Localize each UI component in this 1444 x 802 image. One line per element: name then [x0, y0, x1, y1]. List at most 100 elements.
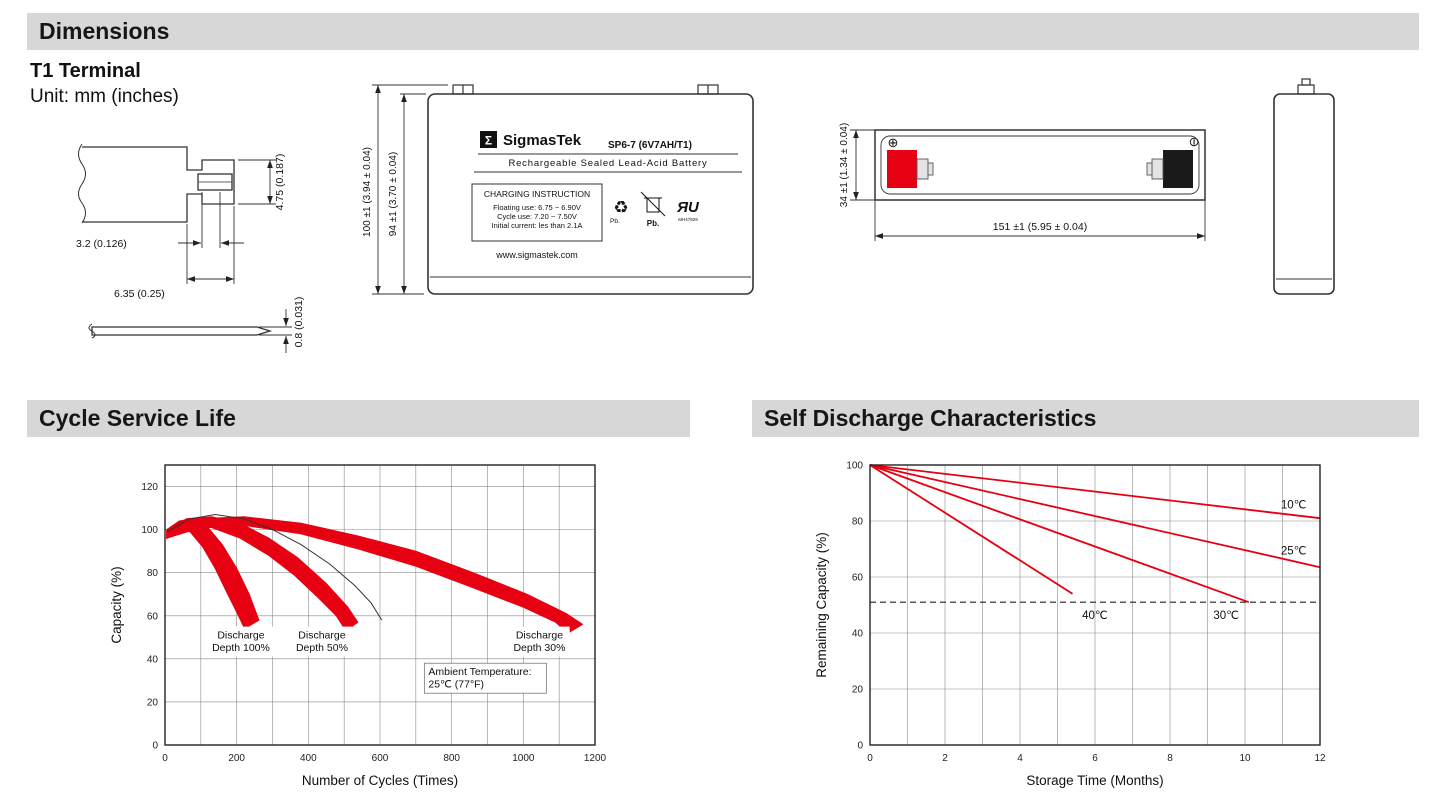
- dim-total-height: 100 ±1 (3.94 ± 0.04): [362, 147, 373, 237]
- y-tick-label: 0: [152, 741, 158, 752]
- positive-terminal: [887, 150, 917, 188]
- minus-symbol: ⊖: [1187, 137, 1202, 148]
- dim-case-height: 94 ±1 (3.70 ± 0.04): [388, 152, 399, 236]
- plus-symbol: ⊕: [888, 135, 899, 150]
- terminal-dimension-lines: [178, 159, 292, 353]
- series-label: 40℃: [1082, 610, 1108, 622]
- dim-terminal-thickness: 0.8 (0.031): [293, 297, 305, 348]
- dim-terminal-outer-width: 6.35 (0.25): [114, 288, 165, 300]
- y-tick-label: 60: [852, 573, 864, 584]
- annotation-text: Discharge: [516, 630, 563, 642]
- website-label: www.sigmastek.com: [495, 250, 578, 260]
- x-tick-label: 12: [1314, 753, 1326, 764]
- plot-border: [869, 464, 1321, 746]
- annotation-box: [509, 626, 570, 657]
- x-tick-label: 10: [1239, 753, 1251, 764]
- x-tick-label: 600: [372, 753, 389, 764]
- y-tick-label: 40: [147, 654, 159, 665]
- series-label: 25℃: [1281, 546, 1307, 558]
- y-tick-label: 20: [147, 697, 159, 708]
- charging-line-1: Floating use: 6.75 ~ 6.90V: [493, 203, 581, 212]
- ul-code: MH47929: [678, 217, 698, 222]
- y-axis-label: Capacity (%): [109, 566, 124, 643]
- model-label: SP6-7 (6V7AH/T1): [608, 140, 692, 151]
- series-line-25℃: [869, 464, 1321, 569]
- x-tick-label: 800: [443, 753, 460, 764]
- dimensions-title: Dimensions: [39, 18, 170, 44]
- x-tick-label: 4: [1017, 753, 1023, 764]
- t1-terminal-drawing: 4.75 (0.187) 3.2 (0.126) 6.35 (0.25) 0.8…: [76, 143, 305, 353]
- annotation-box: [291, 626, 353, 657]
- annotation-box: [207, 626, 274, 657]
- x-tick-label: 0: [867, 753, 873, 764]
- series-label: 10℃: [1281, 499, 1307, 511]
- y-tick-label: 100: [141, 525, 158, 536]
- x-tick-label: 1200: [584, 753, 607, 764]
- blade-side-view: [88, 323, 273, 339]
- annotation-text: Discharge: [217, 630, 264, 642]
- front-terminals: [452, 84, 719, 95]
- y-axis-label: Remaining Capacity (%): [814, 532, 829, 678]
- discharge-section-title: Self Discharge Characteristics: [764, 405, 1097, 431]
- series-label: 30℃: [1213, 610, 1239, 622]
- cycle-section-header: Cycle Service Life: [27, 400, 690, 437]
- annotation-text: Discharge: [298, 630, 345, 642]
- x-tick-label: 400: [300, 753, 317, 764]
- crossed-bin-icon: [640, 191, 666, 217]
- top-view-inner-outline: [880, 135, 1200, 195]
- brand-logo-sigma: Σ: [485, 134, 492, 148]
- y-tick-label: 60: [147, 611, 159, 622]
- recycle-pb-label: Pb.: [610, 218, 620, 225]
- dim-top-length: 151 ±1 (5.95 ± 0.04): [993, 221, 1087, 233]
- annotation-box: [423, 662, 547, 694]
- front-dimension-lines: [372, 84, 448, 295]
- plot-border: [164, 464, 596, 746]
- series-line-30℃: [869, 464, 1250, 604]
- charging-line-3: Initial current: les than 2.1A: [492, 221, 583, 230]
- side-terminal: [1297, 78, 1315, 95]
- x-tick-label: 1000: [512, 753, 535, 764]
- self-discharge-chart: 10℃ 25℃ 30℃ 40℃ 0 2 4 6 8 10 12 0 20 40 60 80 100 Storage…: [814, 461, 1326, 789]
- recycle-icon: ♻: [613, 198, 628, 217]
- dim-terminal-height: 4.75 (0.187): [274, 154, 286, 211]
- x-tick-label: 200: [228, 753, 245, 764]
- x-axis-label: Number of Cycles (Times): [302, 773, 458, 788]
- annotation-text: Depth 30%: [513, 642, 565, 654]
- y-tick-label: 80: [147, 568, 159, 579]
- y-tick-label: 100: [846, 461, 863, 472]
- battery-subtitle: Rechargeable Sealed Lead-Acid Battery: [508, 158, 707, 169]
- cycle-section-title: Cycle Service Life: [39, 405, 236, 431]
- y-tick-label: 80: [852, 517, 864, 528]
- y-tick-label: 20: [852, 685, 864, 696]
- x-axis-label: Storage Time (Months): [1026, 773, 1163, 788]
- annotation-text: Ambient Temperature:: [428, 666, 531, 678]
- annotation-text: Depth 50%: [296, 642, 348, 654]
- x-tick-label: 0: [162, 753, 168, 764]
- x-tick-label: 8: [1167, 753, 1173, 764]
- negative-terminal-tab: [1146, 158, 1164, 180]
- x-tick-label: 2: [942, 753, 948, 764]
- annotation-text: Depth 100%: [212, 642, 270, 654]
- battery-side-view: [1273, 78, 1335, 295]
- unit-label: Unit: mm (inches): [30, 86, 179, 107]
- side-view-outline: [1273, 93, 1335, 295]
- dim-terminal-inner-width: 3.2 (0.126): [76, 238, 127, 250]
- charging-line-2: Cycle use: 7.20 ~ 7.50V: [497, 212, 577, 221]
- negative-terminal: [1163, 150, 1193, 188]
- battery-top-view: ⊕ ⊖ 34 ±1 (1.34 ± 0.04) 151 ±1 (5.95 ± 0…: [839, 123, 1206, 241]
- dimensions-section-header: Dimensions: [27, 13, 1419, 50]
- x-tick-label: 6: [1092, 753, 1098, 764]
- brand-name: SigmasTek: [503, 132, 582, 149]
- battery-front-view: Σ SigmasTek SP6-7 (6V7AH/T1) Rechargeabl…: [362, 84, 754, 295]
- discharge-section-header: Self Discharge Characteristics: [752, 400, 1419, 437]
- series-line-40℃: [869, 464, 1073, 595]
- y-tick-label: 0: [857, 741, 863, 752]
- terminal-profile: [78, 143, 235, 224]
- t1-terminal-heading: T1 Terminal: [30, 60, 141, 82]
- battery-case: [427, 84, 754, 295]
- dim-top-width: 34 ±1 (1.34 ± 0.04): [839, 123, 850, 207]
- outline-curve: [166, 513, 383, 621]
- y-tick-label: 40: [852, 629, 864, 640]
- annotation-text: 25℃ (77°F): [428, 679, 484, 691]
